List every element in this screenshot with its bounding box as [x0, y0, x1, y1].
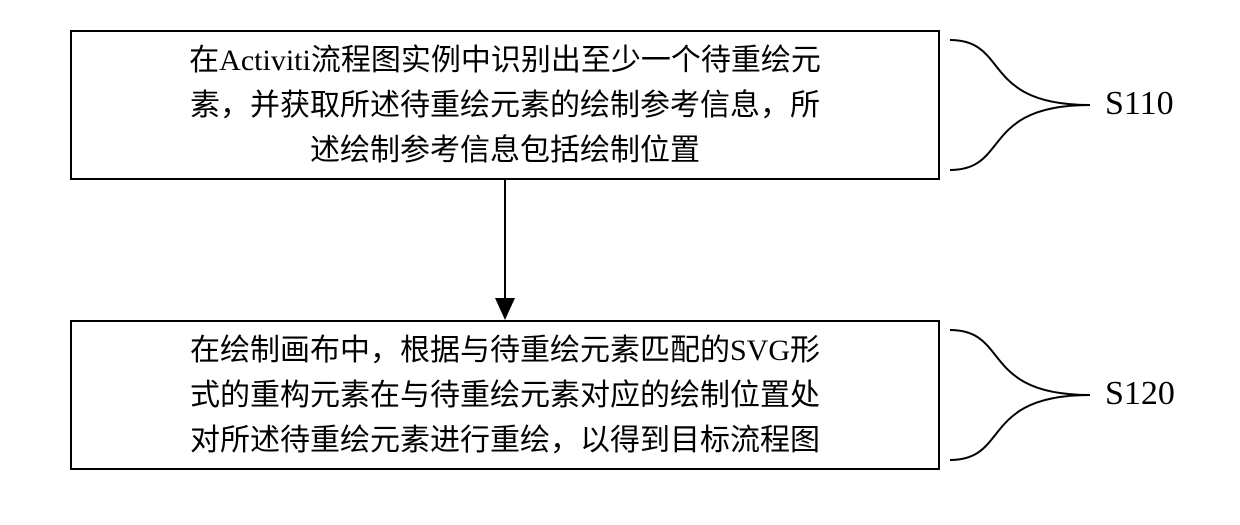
node-s120-line3: 对所述待重绘元素进行重绘，以得到目标流程图 [190, 418, 820, 463]
node-s120-line2: 式的重构元素在与待重绘元素对应的绘制位置处 [190, 373, 820, 418]
brace-s110 [950, 40, 1100, 170]
flowchart-canvas: 在Activiti流程图实例中识别出至少一个待重绘元 素，并获取所述待重绘元素的… [0, 0, 1240, 525]
label-s120: S120 [1105, 375, 1175, 413]
node-s110-line3: 述绘制参考信息包括绘制位置 [189, 128, 821, 173]
flowchart-node-s120: 在绘制画布中，根据与待重绘元素匹配的SVG形 式的重构元素在与待重绘元素对应的绘… [70, 320, 940, 470]
arrow-s110-to-s120 [480, 180, 530, 320]
flowchart-node-s110: 在Activiti流程图实例中识别出至少一个待重绘元 素，并获取所述待重绘元素的… [70, 30, 940, 180]
label-s110: S110 [1105, 85, 1174, 123]
node-s110-line2: 素，并获取所述待重绘元素的绘制参考信息，所 [189, 83, 821, 128]
node-s120-line1: 在绘制画布中，根据与待重绘元素匹配的SVG形 [190, 328, 820, 373]
node-s110-line1: 在Activiti流程图实例中识别出至少一个待重绘元 [189, 38, 821, 83]
brace-s120 [950, 330, 1100, 460]
